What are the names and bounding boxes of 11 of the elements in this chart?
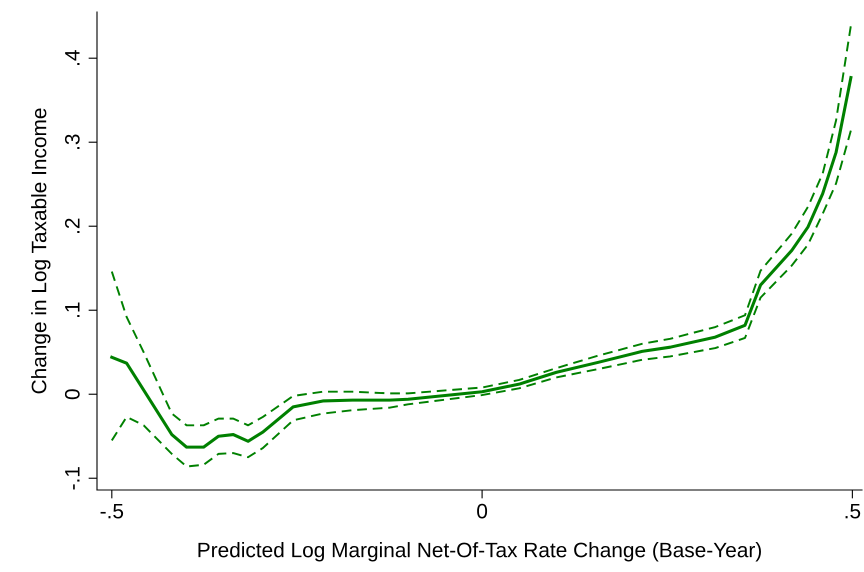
y-tick-label: .3 (64, 134, 80, 149)
y-tick-label: .4 (65, 50, 80, 65)
x-tick-label: 0 (477, 504, 488, 518)
x-axis-title: Predicted Log Marginal Net-Of-Tax Rate Change (Base-Year) (198, 542, 761, 562)
y-tick-label: .2 (64, 218, 80, 234)
y-tick-label: .1 (65, 302, 80, 318)
x-tick-label: -.5 (100, 504, 124, 518)
y-axis-title: Change in Log Taxable Income (31, 108, 50, 394)
x-tick-label: .5 (846, 504, 860, 518)
y-tick-label: -.1 (65, 467, 80, 490)
y-tick-label: 0 (64, 389, 80, 400)
